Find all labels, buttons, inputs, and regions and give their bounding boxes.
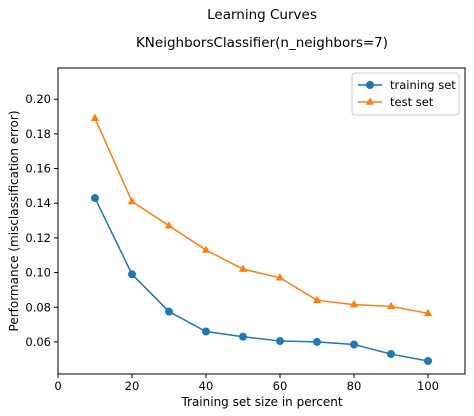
x-axis-label: Training set size in percent bbox=[180, 395, 342, 409]
legend-marker-training-set bbox=[366, 81, 374, 89]
data-point-training-set-4 bbox=[239, 332, 247, 341]
data-point-test-set-3 bbox=[201, 245, 211, 253]
legend-marker-test-set bbox=[365, 97, 375, 105]
data-point-training-set-6 bbox=[313, 337, 321, 346]
data-point-test-set-0 bbox=[90, 113, 100, 122]
y-axis-label: Performance (misclassification error) bbox=[7, 111, 21, 332]
data-point-test-set-1 bbox=[127, 196, 137, 205]
y-tick-label-6: 0.18 bbox=[25, 127, 51, 141]
data-point-test-set-9 bbox=[423, 308, 433, 317]
chart-subtitle: KNeighborsClassifier(n_neighbors=7) bbox=[136, 35, 388, 51]
x-tick-label-20: 20 bbox=[125, 379, 140, 393]
data-point-training-set-5 bbox=[276, 337, 284, 346]
data-point-test-set-6 bbox=[312, 295, 322, 304]
series-line-training-set bbox=[94, 197, 429, 362]
legend-label-training-set: training set bbox=[390, 78, 456, 92]
y-tick-label-1: 0.08 bbox=[25, 300, 51, 314]
y-tick-label-5: 0.16 bbox=[25, 162, 51, 176]
y-tick-label-3: 0.12 bbox=[25, 231, 51, 245]
x-tick-label-100: 100 bbox=[417, 379, 439, 393]
axes-frame bbox=[57, 67, 466, 375]
data-point-test-set-2 bbox=[164, 221, 174, 229]
y-tick-label-0: 0.06 bbox=[25, 335, 51, 349]
data-point-training-set-9 bbox=[424, 356, 432, 365]
data-point-training-set-8 bbox=[387, 350, 395, 359]
chart-title: Learning Curves bbox=[207, 7, 317, 23]
y-tick-label-2: 0.10 bbox=[25, 266, 51, 280]
legend-box bbox=[351, 72, 460, 116]
y-axis: 0.06 0.08 0.10 0.12 0.14 0.16 0.18 0.20 bbox=[25, 92, 58, 349]
y-tick-label-4: 0.14 bbox=[25, 196, 51, 210]
data-point-training-set-0 bbox=[91, 194, 99, 203]
x-tick-label-60: 60 bbox=[273, 379, 288, 393]
legend: training set test set bbox=[351, 72, 460, 116]
legend-label-test-set: test set bbox=[390, 95, 434, 109]
data-point-training-set-1 bbox=[128, 270, 136, 279]
data-point-test-set-4 bbox=[238, 264, 248, 272]
x-tick-label-40: 40 bbox=[199, 379, 214, 393]
x-axis: 0 20 40 60 80 100 bbox=[54, 374, 439, 393]
plot-area bbox=[90, 113, 433, 365]
data-point-test-set-5 bbox=[275, 273, 285, 281]
x-tick-label-0: 0 bbox=[54, 379, 61, 393]
data-point-test-set-7 bbox=[349, 300, 359, 308]
data-point-training-set-2 bbox=[165, 307, 173, 316]
data-point-test-set-8 bbox=[386, 301, 396, 310]
y-tick-label-7: 0.20 bbox=[25, 92, 51, 106]
series-line-test-set bbox=[94, 117, 429, 315]
data-point-training-set-7 bbox=[350, 340, 358, 349]
data-point-training-set-3 bbox=[202, 327, 210, 336]
x-tick-label-80: 80 bbox=[347, 379, 362, 393]
